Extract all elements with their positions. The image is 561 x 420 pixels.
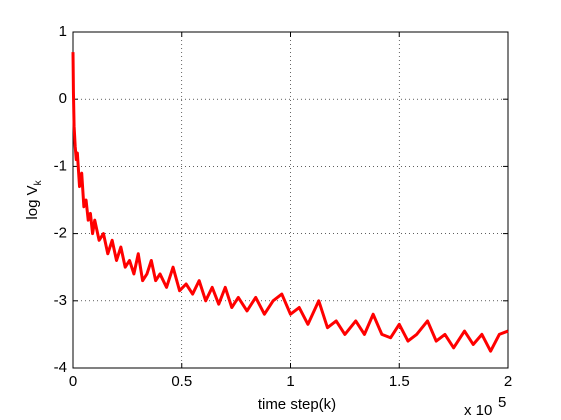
y-tick-label: -4 [54,359,67,376]
x-tick-label: 0 [69,373,77,390]
x-multiplier-exponent: 5 [498,394,506,411]
y-label-subscript: k [33,179,44,185]
y-tick-label: 1 [59,23,67,40]
y-tick-label: -2 [54,225,67,242]
y-label-main: log V [24,185,41,219]
y-tick-label: 0 [59,90,67,107]
data-line [71,52,509,353]
y-tick-label: -1 [54,157,67,174]
x-tick-label: 1.5 [389,373,410,390]
x-tick-label: 2 [504,373,512,390]
x-tick-label: 1 [286,373,294,390]
y-axis-label: log Vk [24,179,44,219]
y-tick-label: -3 [54,292,67,309]
x-tick-label: 0.5 [171,373,192,390]
x-multiplier: x 10 [464,402,492,419]
x-axis-label: time step(k) [258,396,336,413]
